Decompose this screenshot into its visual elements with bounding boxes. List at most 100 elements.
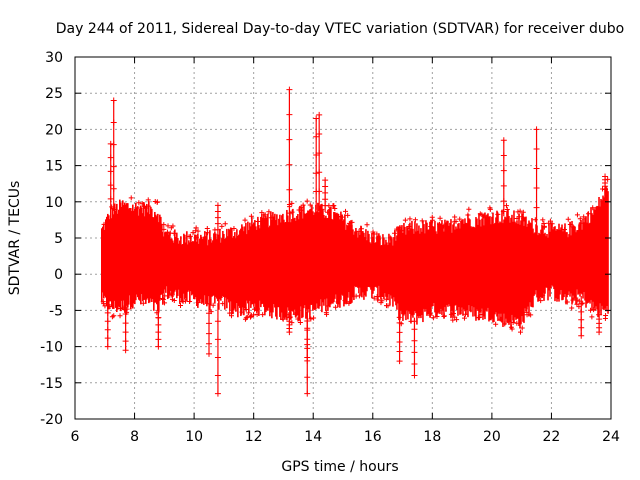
data-point xyxy=(412,217,418,223)
data-point xyxy=(102,303,108,309)
spike-point xyxy=(304,374,311,381)
data-point xyxy=(398,228,404,234)
y-tick-label: 15 xyxy=(45,159,63,175)
data-point xyxy=(335,299,341,305)
spike-point xyxy=(122,311,129,318)
data-point xyxy=(374,231,380,237)
spike-point xyxy=(214,202,221,209)
data-point xyxy=(243,315,249,321)
spike-point xyxy=(155,343,162,350)
spike-point xyxy=(500,198,507,205)
data-point xyxy=(502,321,508,327)
data-point xyxy=(574,297,580,303)
data-point xyxy=(245,310,251,316)
spike-point xyxy=(206,310,212,317)
data-point xyxy=(451,219,457,225)
spike-point xyxy=(206,320,212,327)
data-point xyxy=(427,311,433,317)
spike-point xyxy=(411,337,418,344)
data-point xyxy=(169,296,175,302)
spike-point xyxy=(322,189,329,196)
spike-point xyxy=(286,186,293,193)
data-point xyxy=(263,218,269,224)
data-point xyxy=(219,223,225,229)
data-point xyxy=(160,296,166,302)
spike-point xyxy=(313,115,320,122)
data-point xyxy=(487,205,493,211)
data-point xyxy=(182,298,188,304)
spike-point xyxy=(110,119,117,126)
spike-point xyxy=(313,170,320,177)
data-point xyxy=(567,221,573,227)
data-point xyxy=(452,214,458,220)
spike-point xyxy=(107,154,114,161)
data-point xyxy=(193,234,199,240)
data-point xyxy=(493,321,499,327)
data-point xyxy=(139,201,145,207)
data-point xyxy=(385,303,391,309)
spike-point xyxy=(533,145,540,152)
data-point xyxy=(111,313,117,319)
data-point xyxy=(441,314,447,320)
data-point xyxy=(339,214,345,220)
data-point xyxy=(255,219,261,225)
spike-point xyxy=(316,111,323,118)
data-point xyxy=(345,212,351,218)
data-point xyxy=(289,200,295,206)
x-tick-label: 20 xyxy=(483,429,501,445)
data-point xyxy=(524,309,530,315)
data-point xyxy=(143,205,149,211)
spike-point xyxy=(578,332,585,339)
data-point xyxy=(251,306,257,312)
data-point xyxy=(107,303,113,309)
data-point xyxy=(370,229,376,235)
data-point xyxy=(130,300,136,306)
data-point xyxy=(243,306,249,312)
data-point xyxy=(152,198,158,204)
data-point xyxy=(375,297,381,303)
spike-point xyxy=(214,390,221,397)
data-point xyxy=(204,225,210,231)
data-point xyxy=(503,203,509,209)
spike-point xyxy=(500,182,507,189)
data-point xyxy=(323,310,329,316)
data-point xyxy=(519,325,525,331)
spike-point xyxy=(500,152,507,159)
data-point xyxy=(376,236,382,242)
spike-point xyxy=(214,208,221,215)
data-point xyxy=(540,292,546,298)
y-tick-label: 20 xyxy=(45,122,63,138)
spike-point xyxy=(107,182,114,189)
data-point xyxy=(325,303,331,309)
spike-point xyxy=(286,86,293,93)
data-point xyxy=(457,216,463,222)
data-point xyxy=(162,300,168,306)
data-point xyxy=(292,311,298,317)
spike-point xyxy=(322,177,329,184)
spike-point xyxy=(316,131,323,138)
data-point xyxy=(517,208,523,214)
x-tick-label: 8 xyxy=(130,429,139,445)
data-point xyxy=(239,309,245,315)
data-point xyxy=(498,316,504,322)
data-point xyxy=(254,311,260,317)
spike-point xyxy=(107,168,114,175)
data-point xyxy=(462,311,468,317)
data-point xyxy=(101,221,107,227)
y-tick-label: 0 xyxy=(54,267,63,283)
data-point xyxy=(333,304,339,310)
data-point xyxy=(162,293,168,299)
spike-point xyxy=(206,340,212,347)
spike-point xyxy=(411,360,418,367)
data-point xyxy=(407,216,413,222)
spike-point xyxy=(500,137,507,144)
data-point xyxy=(307,202,313,208)
data-point xyxy=(353,293,359,299)
data-point xyxy=(161,226,167,232)
spike-point xyxy=(313,133,320,140)
data-point xyxy=(387,235,393,241)
spike-point xyxy=(110,163,117,170)
data-point xyxy=(186,234,192,240)
data-point xyxy=(430,315,436,321)
data-point xyxy=(300,202,306,208)
